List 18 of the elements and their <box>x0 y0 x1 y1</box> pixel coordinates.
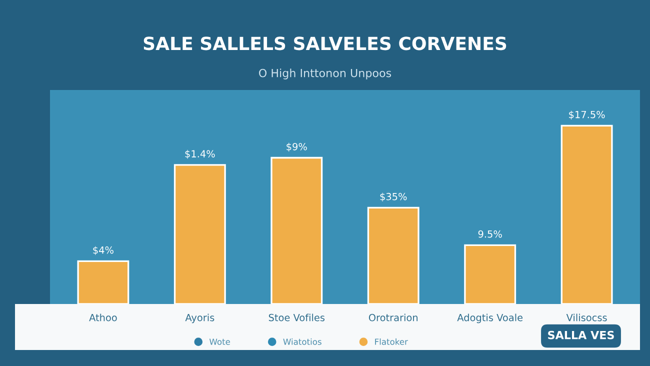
x-tick-label: Athoo <box>89 314 117 322</box>
legend-label: Flatoker <box>375 338 408 345</box>
x-tick-label: Orotrarion <box>368 314 418 322</box>
text: SALLA VES <box>548 330 614 340</box>
x-tick-label: Ayoris <box>185 314 214 324</box>
chart-title: SALE SALLELS SALVELES CORVENES <box>144 36 506 50</box>
x-tick-label: Vilisocss <box>566 314 607 322</box>
annotation: $17.5% <box>569 110 605 120</box>
chart-subtitle: O High Inttonon Unpoos <box>259 68 392 80</box>
annotation: $1.4% <box>185 150 215 159</box>
legend-label: Wiatotios <box>283 338 322 345</box>
annotation: $9% <box>286 142 307 152</box>
annotation: $35% <box>380 192 407 202</box>
legend-label: Wote <box>209 338 230 345</box>
x-tick-label: Stoe Vofiles <box>268 314 325 322</box>
annotation: $4% <box>93 246 114 256</box>
x-tick-label: Adogtis Voale <box>457 314 523 324</box>
annotation: 9.5% <box>478 230 502 238</box>
